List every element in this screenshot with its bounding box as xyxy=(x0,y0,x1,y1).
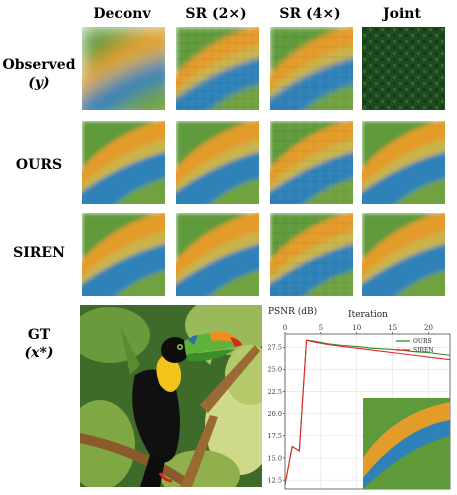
x-tick-label: 10 xyxy=(352,324,361,332)
tile-ours-sr2x xyxy=(176,121,259,204)
row-label-gt-text: GT xyxy=(27,327,51,343)
row-label-gt: GT (x*) xyxy=(0,326,78,362)
tile-siren-deconv xyxy=(82,213,165,296)
inset-image-blue xyxy=(363,420,450,489)
ground-truth-toucan-image xyxy=(80,305,262,487)
y-tick-label: 25.0 xyxy=(268,366,282,374)
y-tick-label: 22.5 xyxy=(268,388,282,396)
x-tick-label: 20 xyxy=(424,324,433,332)
tile-ours-sr4x xyxy=(270,121,353,204)
series-line-siren xyxy=(284,339,451,485)
tile-observed-deconv xyxy=(82,27,165,110)
tile-observed-joint xyxy=(362,27,445,110)
x-tick-label: 5 xyxy=(319,324,323,332)
x-axis-label: Iteration xyxy=(348,310,388,320)
chart-title: PSNR (dB) xyxy=(268,306,317,317)
row-label-siren: SIREN xyxy=(13,245,65,261)
tile-siren-joint xyxy=(362,213,445,296)
inset-image-beak xyxy=(363,402,450,478)
row-label-observed-symbol: (y) xyxy=(28,75,50,91)
column-header-sr2x: SR (2×) xyxy=(185,6,247,22)
y-tick-label: 17.5 xyxy=(268,432,282,440)
tile-siren-sr4x xyxy=(270,213,353,296)
column-header-joint: Joint xyxy=(383,6,421,22)
tile-ours-joint xyxy=(362,121,445,204)
row-label-observed-text: Observed xyxy=(2,57,76,73)
y-tick-label: 27.5 xyxy=(268,344,282,352)
legend-label-ours: OURS xyxy=(413,338,432,345)
column-header-sr4x: SR (4×) xyxy=(279,6,341,22)
row-label-ours: OURS xyxy=(15,157,63,173)
legend-label-siren: SIREN xyxy=(413,347,434,354)
tile-observed-sr4x xyxy=(270,27,353,110)
tile-observed-sr2x xyxy=(176,27,259,110)
tile-siren-sr2x xyxy=(176,213,259,296)
row-label-gt-symbol: (x*) xyxy=(24,345,54,361)
x-tick-label: 0 xyxy=(283,324,287,332)
x-tick-label: 15 xyxy=(388,324,397,332)
column-header-deconv: Deconv xyxy=(93,6,151,22)
row-label-observed: Observed (y) xyxy=(0,56,78,92)
tile-ours-deconv xyxy=(82,121,165,204)
y-tick-label: 20.0 xyxy=(268,410,282,418)
y-tick-label: 12.5 xyxy=(268,476,282,484)
psnr-chart: PSNR (dB) Iteration 0 5 10 15 20 12.5 15.0 17.5 20… xyxy=(268,305,454,491)
y-tick-label: 15.0 xyxy=(268,454,282,462)
